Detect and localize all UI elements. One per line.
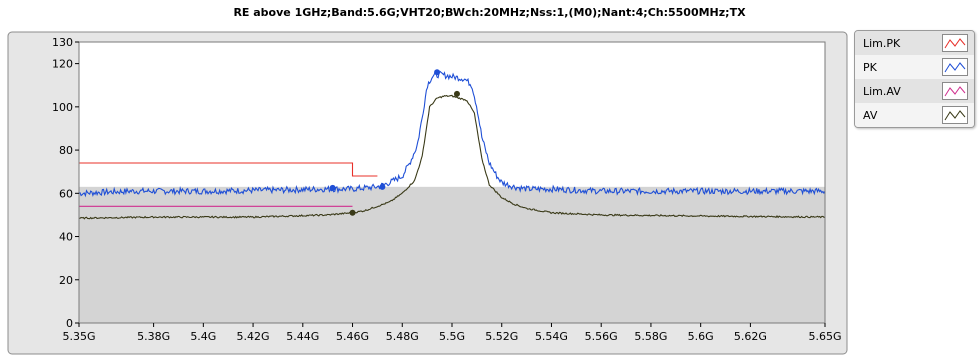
x-tick-label: 5.6G bbox=[688, 330, 714, 343]
x-tick-label: 5.58G bbox=[634, 330, 667, 343]
legend-label: PK bbox=[863, 60, 877, 74]
x-tick-label: 5.4G bbox=[190, 330, 216, 343]
x-tick-label: 5.54G bbox=[535, 330, 568, 343]
x-tick-label: 5.35G bbox=[62, 330, 95, 343]
x-tick-label: 5.38G bbox=[137, 330, 170, 343]
y-tick-label: 120 bbox=[52, 58, 73, 71]
legend-swatch-icon bbox=[942, 34, 968, 52]
peak-marker-pk bbox=[379, 183, 386, 190]
legend-item[interactable]: PK bbox=[855, 55, 974, 79]
peak-marker-av bbox=[453, 90, 460, 97]
y-tick-label: 80 bbox=[59, 144, 73, 157]
x-tick-label: 5.52G bbox=[485, 330, 518, 343]
series-line-av bbox=[78, 94, 826, 220]
legend-item[interactable]: Lim.PK bbox=[855, 31, 974, 55]
y-tick-label: 60 bbox=[59, 187, 73, 200]
legend-swatch-icon bbox=[942, 58, 968, 76]
y-tick-label: 20 bbox=[59, 274, 73, 287]
legend-label: Lim.PK bbox=[863, 36, 901, 50]
x-tick-label: 5.5G bbox=[439, 330, 465, 343]
peak-marker-av bbox=[349, 209, 356, 216]
x-tick-label: 5.65G bbox=[808, 330, 841, 343]
chart-title: RE above 1GHz;Band:5.6G;VHT20;BWch:20MHz… bbox=[233, 6, 746, 19]
plot-area-upper bbox=[79, 42, 825, 187]
legend-swatch-icon bbox=[942, 82, 968, 100]
x-tick-label: 5.46G bbox=[336, 330, 369, 343]
series-line-lim-pk bbox=[79, 162, 378, 177]
peak-marker-pk bbox=[434, 69, 441, 76]
legend-item[interactable]: AV bbox=[855, 103, 974, 127]
y-tick-label: 100 bbox=[52, 101, 73, 114]
series-layer bbox=[78, 70, 826, 220]
marker-layer bbox=[329, 69, 460, 216]
y-tick-label: 0 bbox=[66, 317, 73, 330]
x-tick-label: 5.44G bbox=[286, 330, 319, 343]
legend-label: AV bbox=[863, 108, 878, 122]
y-tick-label: 130 bbox=[52, 36, 73, 49]
x-tick-label: 5.48G bbox=[386, 330, 419, 343]
x-tick-label: 5.62G bbox=[734, 330, 767, 343]
legend-swatch-icon bbox=[942, 106, 968, 124]
x-tick-label: 5.56G bbox=[585, 330, 618, 343]
series-line-pk bbox=[78, 70, 826, 198]
legend-item[interactable]: Lim.AV bbox=[855, 79, 974, 103]
legend: Lim.PK PK Lim.AV AV bbox=[854, 30, 975, 128]
axis-layer: 0 20 40 60 80 100 120 130 5.35G 5.38G 5.4G 5.42G 5.4… bbox=[52, 36, 842, 343]
peak-marker-pk bbox=[329, 184, 336, 191]
x-tick-label: 5.42G bbox=[237, 330, 270, 343]
legend-label: Lim.AV bbox=[863, 84, 901, 98]
y-tick-label: 40 bbox=[59, 231, 73, 244]
